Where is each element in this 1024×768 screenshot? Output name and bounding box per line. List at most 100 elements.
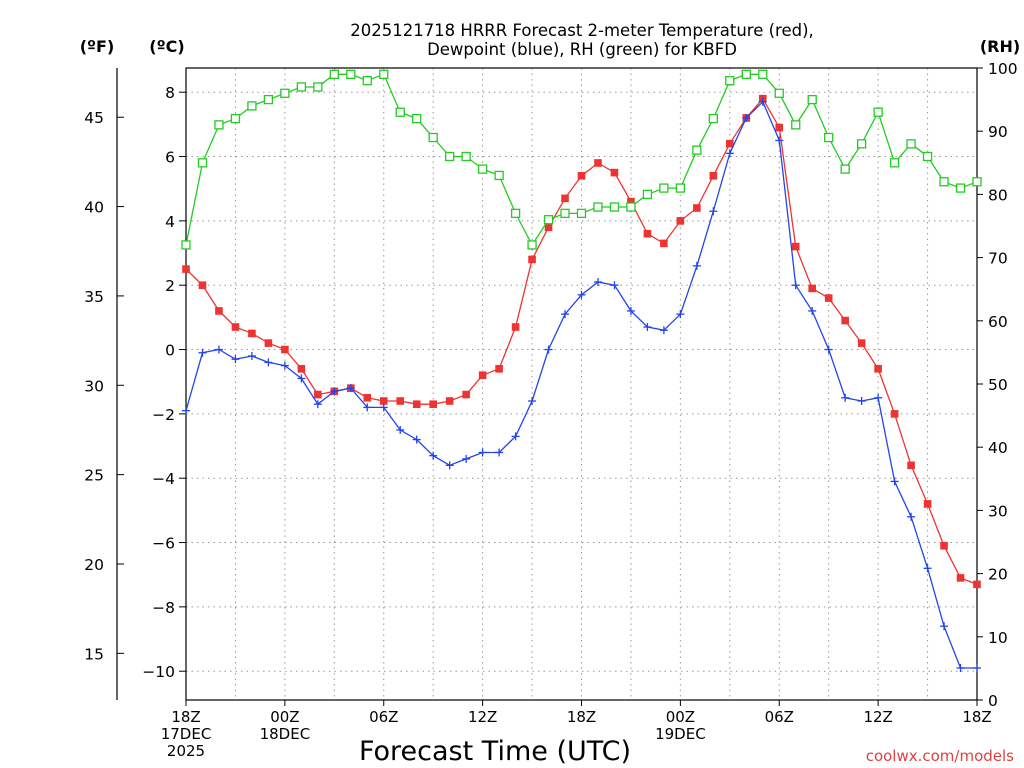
temperature-point bbox=[264, 339, 273, 347]
dewpoint-point bbox=[264, 358, 273, 367]
rh-point bbox=[214, 120, 224, 130]
rh-point bbox=[873, 107, 883, 117]
x-axis-title: Forecast Time (UTC) bbox=[359, 736, 631, 767]
temperature-point bbox=[907, 461, 915, 470]
rh-point bbox=[609, 202, 620, 212]
dewpoint-point bbox=[577, 290, 586, 299]
fahrenheit-tick-label: 15 bbox=[84, 645, 104, 663]
temperature-point bbox=[511, 323, 520, 331]
rh-point bbox=[230, 113, 241, 124]
temperature-point bbox=[857, 339, 866, 347]
chart-title-line2: Dewpoint (blue), RH (green) for KBFD bbox=[427, 40, 737, 59]
rh-tick-label: 20 bbox=[988, 566, 1008, 584]
rh-point bbox=[263, 94, 274, 105]
rh-tick-label: 80 bbox=[988, 186, 1008, 204]
celsius-tick-label: 4 bbox=[165, 213, 175, 231]
dewpoint-point bbox=[626, 306, 635, 315]
temperature-point bbox=[956, 574, 965, 582]
dewpoint-point bbox=[676, 310, 685, 319]
temperature-point bbox=[248, 329, 256, 338]
rh-point bbox=[807, 94, 817, 105]
rh-point bbox=[856, 139, 867, 149]
temperature-point bbox=[676, 217, 685, 225]
rh-point bbox=[477, 164, 488, 174]
dewpoint-point bbox=[396, 425, 405, 434]
dewpoint-point bbox=[363, 403, 372, 412]
dewpoint-point bbox=[214, 345, 223, 354]
dewpoint-point bbox=[775, 136, 784, 145]
x-tick-label: 00Z bbox=[270, 708, 299, 726]
dewpoint-point bbox=[429, 451, 438, 460]
x-tick-label: 17DEC bbox=[161, 725, 212, 743]
dewpoint-point bbox=[297, 374, 306, 383]
fahrenheit-tick-label: 40 bbox=[84, 199, 104, 217]
temperature-point bbox=[808, 284, 817, 293]
dewpoint-point bbox=[511, 432, 520, 441]
dewpoint-point bbox=[940, 622, 949, 631]
rh-point bbox=[428, 132, 438, 143]
dewpoint-point bbox=[973, 663, 981, 672]
rh-unit-label: (RH) bbox=[980, 37, 1020, 56]
temperature-point bbox=[841, 316, 849, 325]
rh-point bbox=[840, 164, 850, 174]
rh-point bbox=[659, 183, 669, 193]
rh-tick-label: 50 bbox=[988, 376, 1008, 394]
rh-point bbox=[972, 177, 982, 187]
temperature-point bbox=[973, 580, 981, 589]
rh-point bbox=[675, 183, 686, 193]
dewpoint-point bbox=[280, 361, 289, 370]
rh-tick-label: 90 bbox=[988, 123, 1008, 141]
dewpoint-point bbox=[808, 306, 817, 315]
dewpoint-point bbox=[561, 310, 570, 319]
temperature-point bbox=[709, 172, 718, 180]
rh-point bbox=[560, 208, 570, 219]
temperature-point bbox=[940, 541, 948, 550]
temperature-point bbox=[314, 390, 322, 399]
dewpoint-point bbox=[231, 355, 240, 364]
dewpoint-point bbox=[791, 281, 800, 290]
dewpoint-point bbox=[923, 564, 932, 573]
dewpoint-point bbox=[841, 393, 850, 402]
x-tick-label: 12Z bbox=[863, 708, 892, 726]
rh-point bbox=[543, 215, 554, 225]
rh-point bbox=[296, 82, 307, 92]
dewpoint-point bbox=[198, 348, 207, 357]
dewpoint-point bbox=[874, 393, 883, 402]
temperature-point bbox=[693, 204, 701, 212]
rh-point bbox=[510, 208, 521, 219]
fahrenheit-tick-label: 45 bbox=[84, 109, 104, 127]
rh-point bbox=[593, 202, 603, 212]
temperature-point bbox=[363, 393, 372, 402]
dewpoint-point bbox=[445, 461, 454, 470]
dewpoint-point bbox=[692, 261, 701, 270]
rh-point bbox=[939, 177, 949, 187]
temperature-point bbox=[198, 281, 207, 289]
temperature-point bbox=[528, 255, 536, 264]
rh-point bbox=[395, 107, 405, 117]
rh-point bbox=[247, 101, 257, 111]
rh-point bbox=[197, 158, 208, 168]
dewpoint-point bbox=[643, 323, 652, 332]
temperature-point bbox=[462, 390, 470, 399]
rh-tick-label: 70 bbox=[988, 250, 1008, 268]
celsius-unit-label: (ºC) bbox=[149, 37, 184, 56]
celsius-tick-label: −8 bbox=[152, 599, 175, 617]
temperature-point bbox=[495, 365, 503, 373]
dewpoint-point bbox=[890, 477, 899, 486]
x-tick-label: 06Z bbox=[369, 708, 398, 726]
rh-tick-label: 0 bbox=[988, 692, 998, 710]
temperature-point bbox=[561, 194, 569, 203]
celsius-tick-label: 8 bbox=[165, 84, 175, 102]
rh-line bbox=[185, 73, 978, 247]
dewpoint-point bbox=[528, 397, 537, 405]
celsius-tick-label: 6 bbox=[165, 149, 175, 167]
dewpoint-point bbox=[824, 345, 833, 354]
dewpoint-point bbox=[379, 403, 388, 412]
celsius-tick-label: −2 bbox=[152, 406, 175, 424]
dewpoint-point bbox=[182, 406, 190, 415]
celsius-tick-label: −6 bbox=[152, 535, 175, 553]
rh-tick-label: 100 bbox=[988, 60, 1018, 78]
dewpoint-point bbox=[659, 326, 668, 335]
temperature-point bbox=[281, 345, 289, 354]
